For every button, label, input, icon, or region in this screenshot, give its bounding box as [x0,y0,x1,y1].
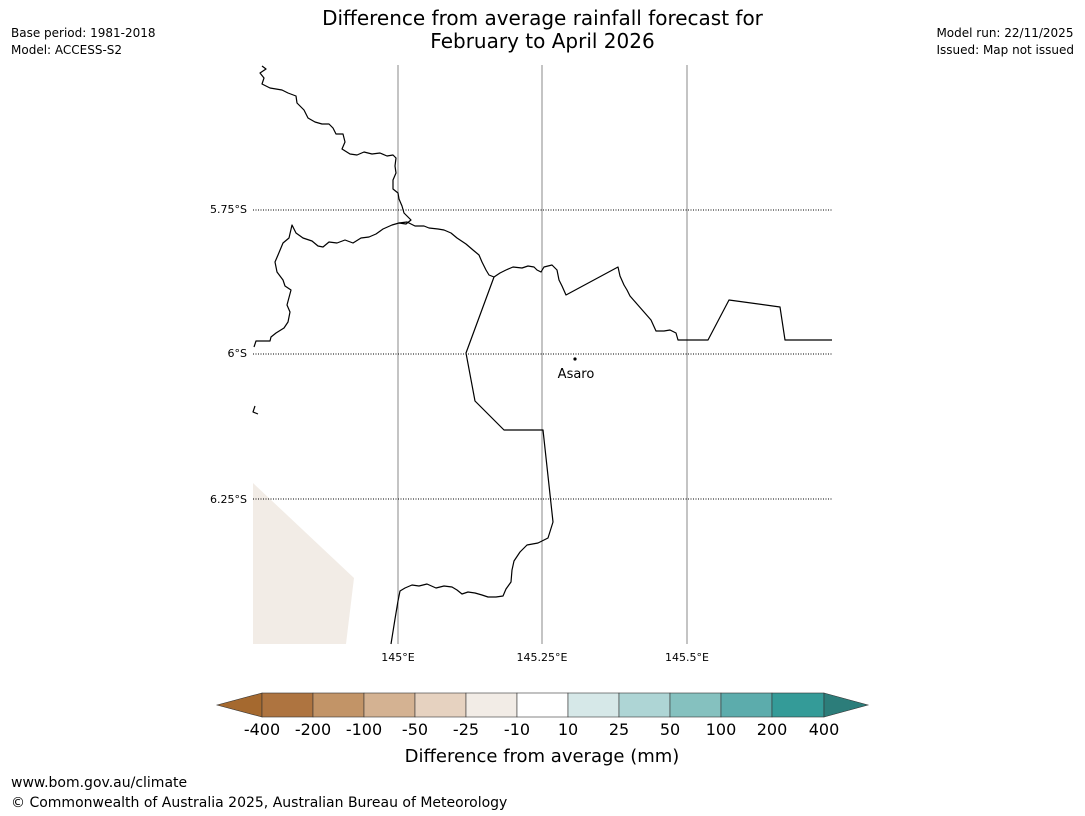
colorbar-segment-5 [465,692,518,718]
colorbar [215,692,870,718]
map-title-line1: Difference from average rainfall forecas… [322,6,763,30]
colorbar-tick-label: 200 [757,720,788,739]
map-title-line2: February to April 2026 [430,29,655,53]
colorbar-segment-3 [363,692,416,718]
forecast-region-fill [253,483,354,644]
boundary-east-south [390,276,554,645]
colorbar-segment-6 [516,692,569,718]
colorbar-tick-label: 10 [558,720,578,739]
longitude-label-145-25e: 145.25°E [517,651,568,664]
colorbar-segment-2 [312,692,365,718]
asaro-label: Asaro [558,367,595,382]
asaro-marker [573,357,577,361]
latitude-label-6s: 6°S [228,347,247,360]
colorbar-tick-label: -100 [346,720,382,739]
model-run-label: Model run: 22/11/2025 [936,26,1074,40]
colorbar-extend-low [215,692,263,718]
colorbar-segment-9 [669,692,722,718]
boundary-north [253,65,412,348]
longitude-label-145-5e: 145.5°E [665,651,709,664]
metadata-right: Model run: 22/11/2025 Issued: Map not is… [936,25,1074,59]
colorbar-extend-high [823,692,870,718]
map-title: Difference from average rainfall forecas… [0,7,1085,53]
colorbar-segment-4 [414,692,467,718]
colorbar-segment-10 [720,692,773,718]
latitude-label-5-75s: 5.75°S [210,203,247,216]
base-period-label: Base period: 1981-2018 [11,26,156,40]
colorbar-tick-label: -10 [504,720,530,739]
colorbar-segment-1 [261,692,314,718]
longitude-label-145e: 145°E [381,651,414,664]
boundary-center [398,221,832,341]
colorbar-tick-label: -25 [453,720,479,739]
footer-url: www.bom.gov.au/climate [11,775,188,791]
colorbar-tick-label: -400 [244,720,280,739]
metadata-left: Base period: 1981-2018 Model: ACCESS-S2 [11,25,156,59]
colorbar-tick-label: 25 [609,720,629,739]
colorbar-tick-label: 100 [706,720,737,739]
colorbar-segment-11 [771,692,825,718]
colorbar-segment-8 [618,692,671,718]
footer-copyright: © Commonwealth of Australia 2025, Austra… [11,795,508,811]
province-boundaries [252,65,832,645]
colorbar-tick-label: 400 [809,720,840,739]
colorbar-tick-label: 50 [660,720,680,739]
latitude-label-6-25s: 6.25°S [210,493,247,506]
colorbar-tick-label: -50 [402,720,428,739]
model-label: Model: ACCESS-S2 [11,43,123,57]
boundary-west-fragment [252,405,259,415]
colorbar-segment-7 [567,692,620,718]
colorbar-tick-label: -200 [295,720,331,739]
issued-label: Issued: Map not issued [936,43,1074,57]
colorbar-title: Difference from average (mm) [405,746,680,767]
